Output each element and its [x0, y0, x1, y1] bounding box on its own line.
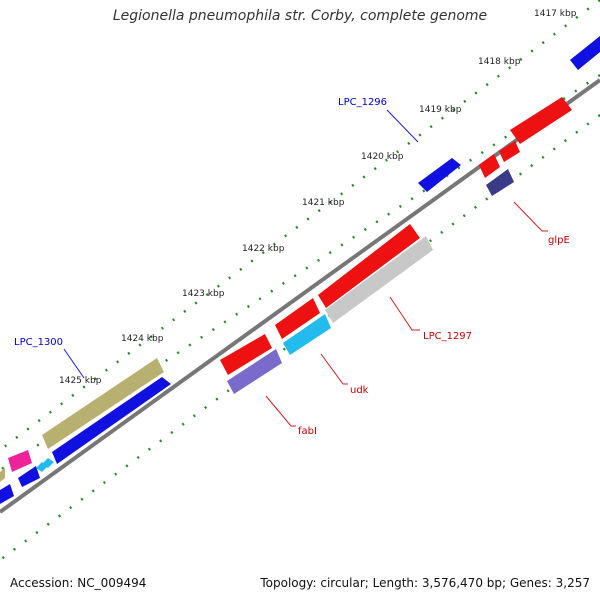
leader-lpc1297	[389, 296, 420, 331]
kbp-tick: 1422 kbp	[242, 244, 285, 254]
kbp-tick: 1417 kbp	[534, 9, 577, 19]
leader-fabI	[265, 395, 296, 427]
accession-text: Accession: NC_009494	[10, 576, 147, 590]
gene-glpE[interactable]	[486, 169, 514, 196]
kbp-tick: 1423 kbp	[182, 289, 225, 299]
genome-summary-text: Topology: circular; Length: 3,576,470 bp…	[260, 576, 590, 590]
gene-lpc1297[interactable]	[325, 236, 433, 323]
gene-cyan-arrows[interactable]	[36, 458, 54, 472]
gene-red-small[interactable]	[220, 334, 272, 375]
label-fabI[interactable]: fabI	[298, 426, 317, 437]
gene-fabI[interactable]	[227, 349, 282, 394]
leader-lpc1300	[63, 348, 85, 379]
leader-udk	[320, 353, 348, 385]
leader-glpE	[513, 201, 548, 232]
label-lpc1300[interactable]: LPC_1300	[14, 337, 63, 348]
gene-udk[interactable]	[283, 314, 331, 355]
leader-lpc1296	[386, 109, 419, 143]
kbp-tick: 1424 kbp	[121, 334, 164, 344]
kbp-tick: 1425 kbp	[59, 376, 102, 386]
gene-red-mid[interactable]	[275, 298, 320, 339]
kbp-tick: 1421 kbp	[302, 198, 345, 208]
gene-blue-small-2[interactable]	[0, 484, 14, 504]
gene-lpc1296[interactable]	[418, 36, 600, 192]
kbp-tick: 1418 kbp	[478, 57, 521, 67]
gene-khaki-small[interactable]	[0, 468, 5, 482]
gene-red-long-1[interactable]	[318, 224, 420, 308]
gene-blue-long[interactable]	[52, 377, 171, 464]
gene-lpc1300[interactable]	[42, 358, 164, 449]
label-udk[interactable]: udk	[350, 385, 369, 396]
gene-red-cluster-upper[interactable]	[479, 97, 572, 178]
kbp-tick: 1420 kbp	[361, 152, 404, 162]
genome-title: Legionella pneumophila str. Corby, compl…	[112, 8, 488, 24]
gene-magenta[interactable]	[8, 450, 32, 472]
label-lpc1297[interactable]: LPC_1297	[423, 331, 472, 342]
kbp-tick: 1419 kbp	[419, 105, 462, 115]
gene-blue-small-1[interactable]	[18, 466, 40, 487]
label-lpc1296[interactable]: LPC_1296	[338, 97, 387, 108]
label-glpE[interactable]: glpE	[548, 235, 570, 246]
